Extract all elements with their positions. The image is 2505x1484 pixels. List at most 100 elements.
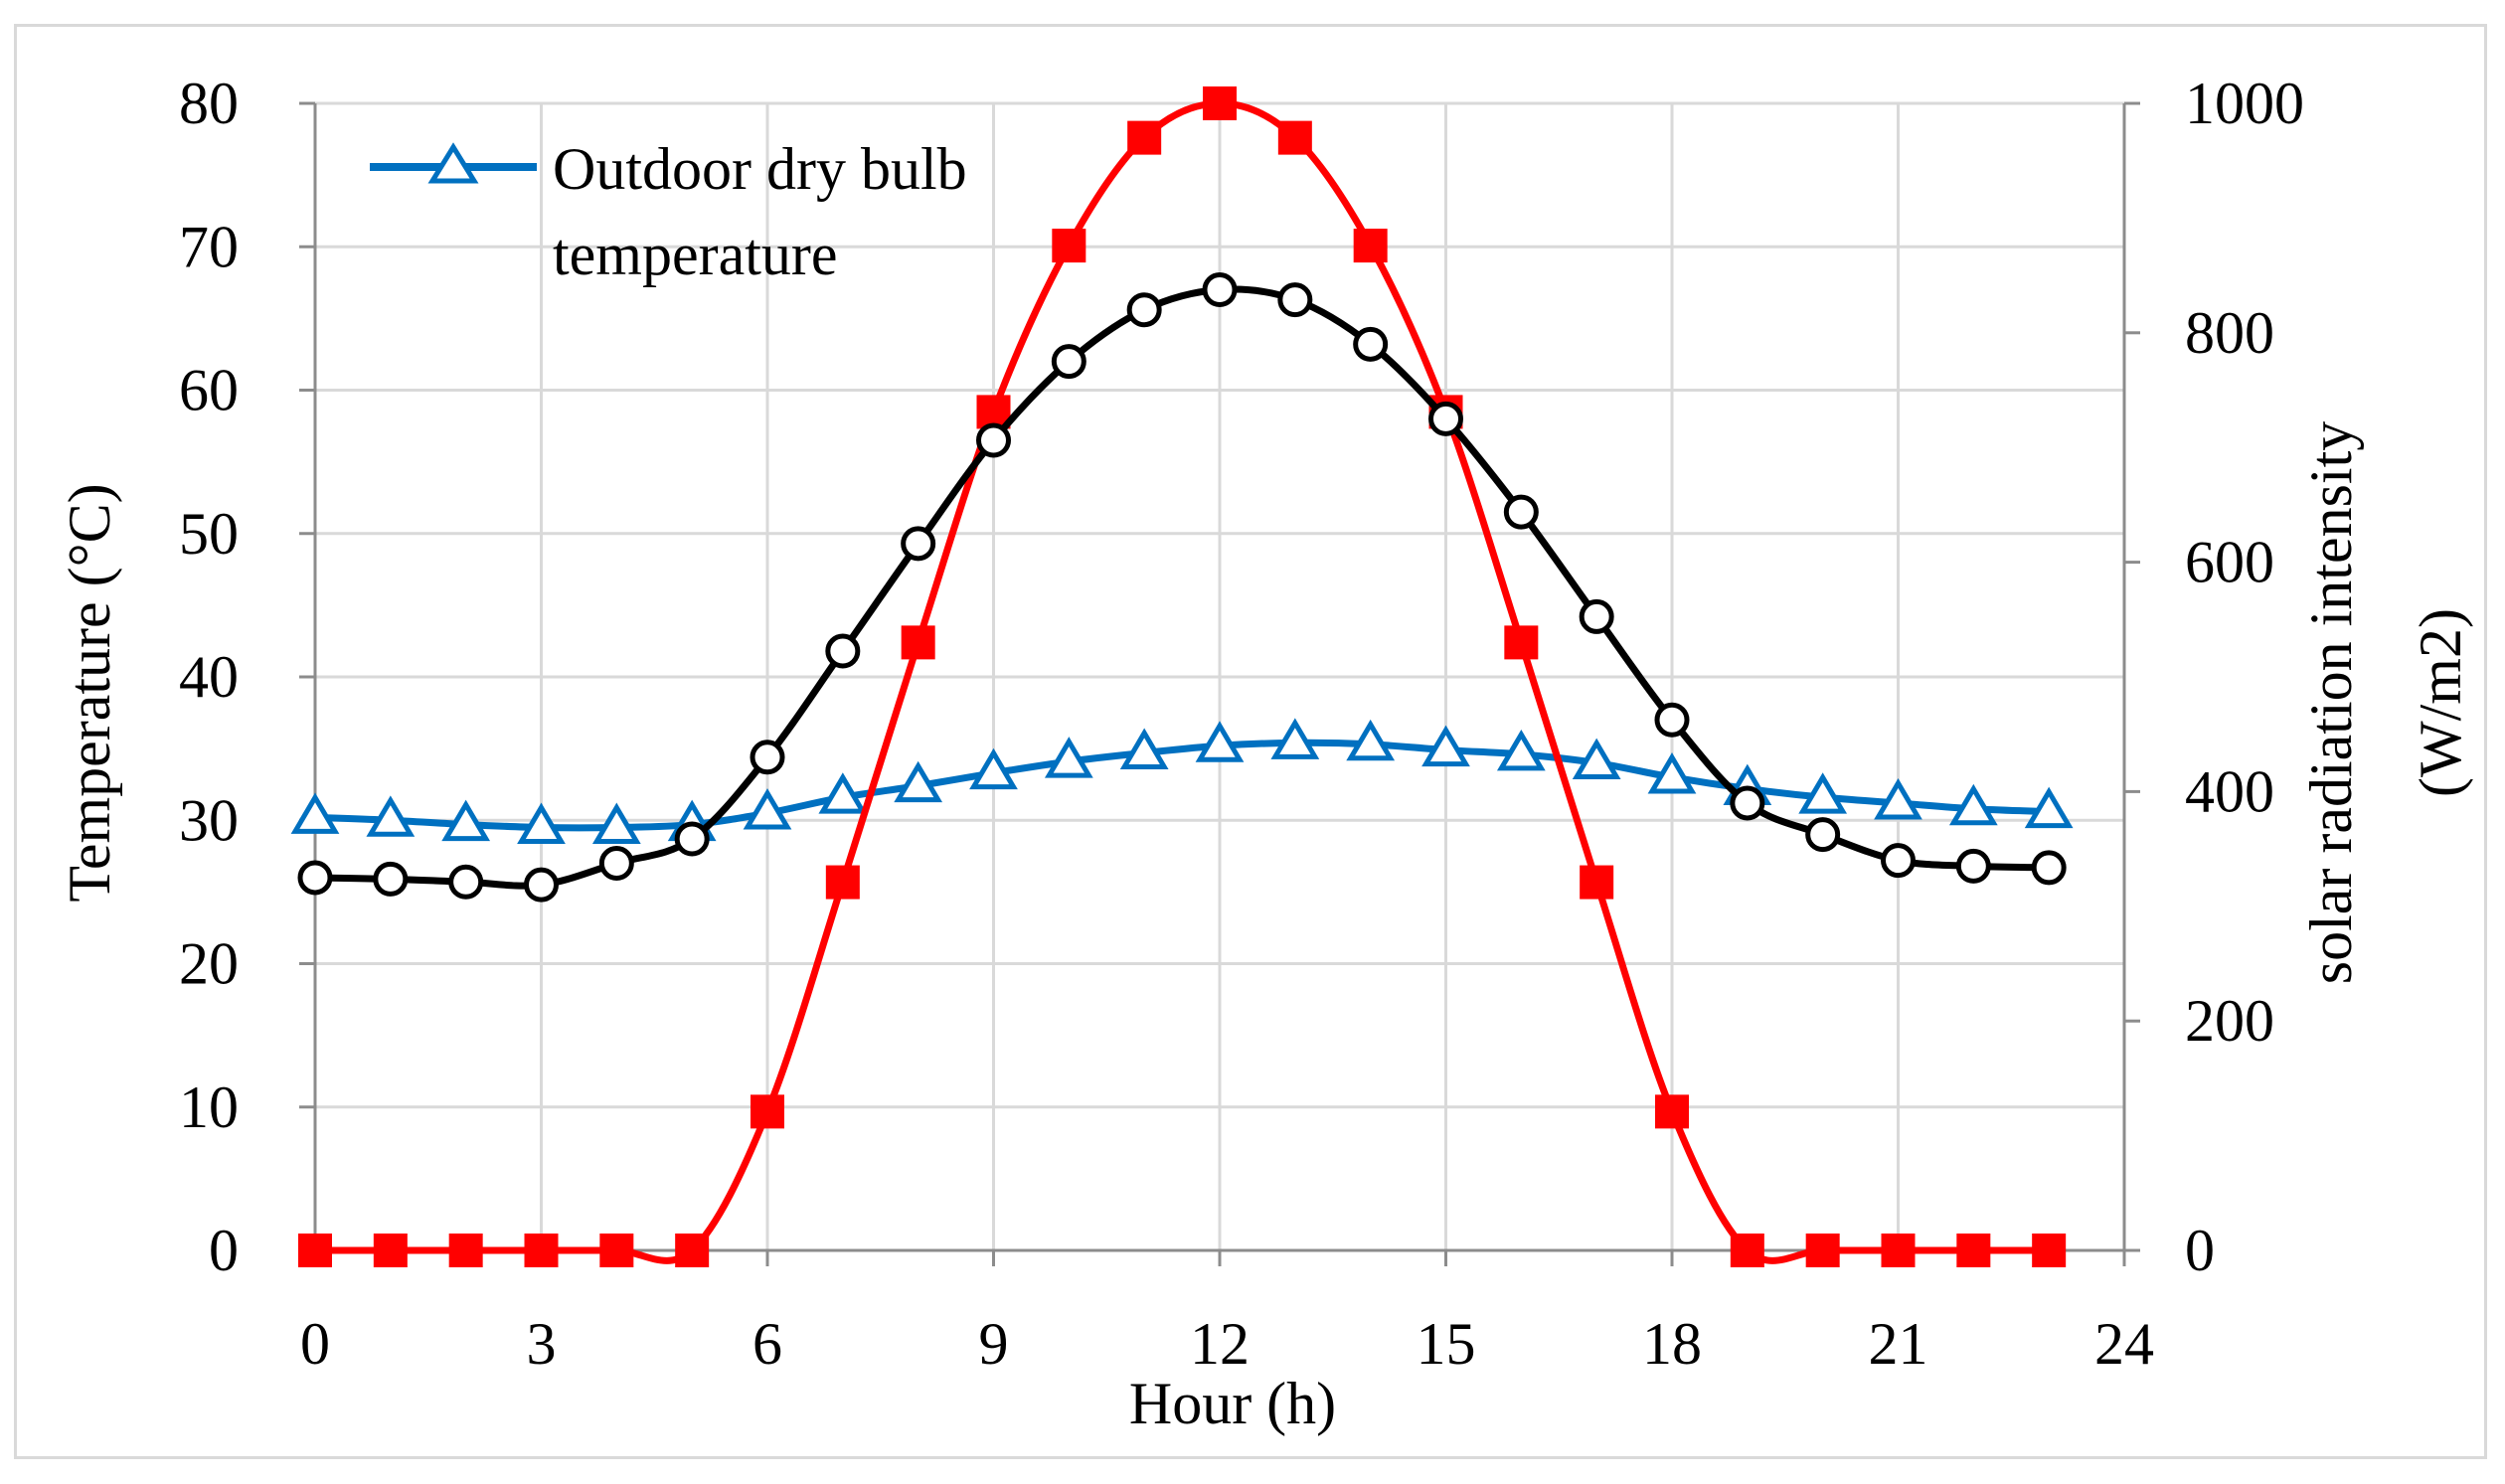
point-s0-18	[1647, 752, 1697, 794]
series-0	[290, 718, 2074, 844]
point-s2-14	[1353, 229, 1388, 263]
point-s2-18	[1655, 1094, 1689, 1129]
point-s1-21	[1881, 843, 1916, 879]
point-s0-12	[1195, 721, 1245, 762]
series-layer	[290, 86, 2074, 1267]
point-s0-9	[969, 747, 1018, 790]
point-s1-14	[1353, 326, 1389, 362]
y2-tick-label-600: 600	[2185, 530, 2274, 595]
y-tick-label-20: 20	[179, 931, 239, 997]
series-2	[298, 86, 2067, 1267]
x-tick-label-3: 3	[527, 1311, 557, 1377]
point-s1-6	[750, 740, 785, 775]
y2-axis-title-line1: solar radiation intensity	[2298, 421, 2364, 985]
point-s1-1	[373, 861, 409, 897]
x-tick-label-24: 24	[2094, 1311, 2154, 1377]
y2-tick-label-800: 800	[2185, 300, 2274, 366]
point-s2-8	[901, 625, 935, 660]
point-s1-12	[1202, 272, 1238, 308]
point-s1-16	[1503, 494, 1539, 530]
point-s1-0	[297, 860, 333, 896]
point-s1-10	[1051, 344, 1086, 380]
legend-label-line2: temperature	[553, 222, 838, 287]
point-s0-11	[1119, 728, 1169, 769]
point-s0-4	[591, 802, 641, 844]
point-s2-4	[599, 1234, 634, 1267]
point-s2-21	[1881, 1234, 1916, 1267]
series-line-0	[314, 739, 2050, 832]
x-tick-label-9: 9	[979, 1311, 1009, 1377]
point-s0-15	[1421, 725, 1470, 767]
point-s0-20	[1798, 772, 1848, 814]
point-s1-13	[1277, 282, 1313, 318]
point-s1-22	[1955, 848, 1991, 884]
point-s1-3	[524, 867, 559, 903]
point-s2-10	[1052, 229, 1086, 263]
y-tick-label-70: 70	[179, 214, 239, 279]
y-tick-label-30: 30	[179, 787, 239, 853]
point-s0-16	[1496, 729, 1546, 771]
y-axis-title: Temperature (°C)	[57, 483, 122, 902]
point-s0-7	[818, 772, 868, 814]
point-s1-19	[1730, 785, 1765, 821]
y-tick-label-40: 40	[179, 644, 239, 710]
point-s1-17	[1579, 598, 1614, 634]
point-s1-15	[1428, 401, 1463, 436]
y2-axis-title-line2: (W/m2)	[2408, 608, 2473, 797]
y-tick-label-10: 10	[179, 1074, 239, 1140]
point-s2-6	[751, 1094, 784, 1129]
point-s0-23	[2024, 786, 2074, 829]
point-s2-16	[1504, 625, 1539, 660]
y2-tick-label-0: 0	[2185, 1218, 2215, 1283]
x-tick-label-12: 12	[1190, 1311, 1250, 1377]
point-s0-10	[1044, 737, 1093, 778]
point-s0-1	[366, 795, 416, 837]
point-s2-19	[1730, 1234, 1764, 1267]
point-s2-5	[675, 1234, 710, 1267]
point-s2-0	[298, 1234, 332, 1267]
point-s1-18	[1654, 702, 1690, 738]
point-s2-13	[1277, 120, 1312, 155]
point-s2-1	[373, 1234, 408, 1267]
y-tick-label-60: 60	[179, 358, 239, 423]
point-s0-0	[290, 792, 340, 834]
x-axis-title: Hour (h)	[1129, 1371, 1336, 1436]
point-s2-20	[1805, 1234, 1840, 1267]
point-s0-13	[1270, 718, 1320, 759]
legend-label-line1: Outdoor dry bulb	[553, 136, 967, 202]
point-s1-8	[901, 526, 936, 562]
point-s0-22	[1948, 783, 1998, 826]
y-tick-label-0: 0	[209, 1218, 239, 1283]
y2-tick-label-400: 400	[2185, 758, 2274, 824]
grid-lines	[315, 101, 2126, 1250]
y-tick-label-50: 50	[179, 501, 239, 567]
point-s1-4	[598, 846, 634, 882]
point-s2-23	[2032, 1234, 2067, 1267]
point-s1-11	[1126, 292, 1162, 328]
legend-marker-triangle-icon	[427, 142, 479, 184]
point-s0-2	[441, 799, 491, 842]
point-s1-23	[2031, 850, 2067, 886]
x-tick-label-18: 18	[1642, 1311, 1702, 1377]
y2-tick-label-200: 200	[2185, 988, 2274, 1054]
point-s1-20	[1805, 817, 1841, 853]
point-s0-6	[743, 788, 792, 830]
point-s2-11	[1127, 120, 1162, 155]
point-s1-9	[976, 422, 1011, 458]
point-s0-3	[517, 802, 566, 844]
point-s1-7	[825, 633, 861, 669]
legend: Outdoor dry bulb temperature	[370, 136, 967, 287]
point-s0-8	[894, 760, 943, 803]
point-s2-17	[1580, 865, 1614, 900]
point-s2-2	[448, 1234, 483, 1267]
point-s0-17	[1572, 738, 1621, 780]
y2-tick-label-1000: 1000	[2185, 71, 2304, 136]
point-s1-5	[674, 821, 710, 857]
y-tick-label-80: 80	[179, 71, 239, 136]
x-tick-label-6: 6	[752, 1311, 782, 1377]
point-s0-14	[1346, 719, 1396, 761]
point-s2-12	[1203, 86, 1237, 120]
point-s1-2	[448, 864, 484, 900]
